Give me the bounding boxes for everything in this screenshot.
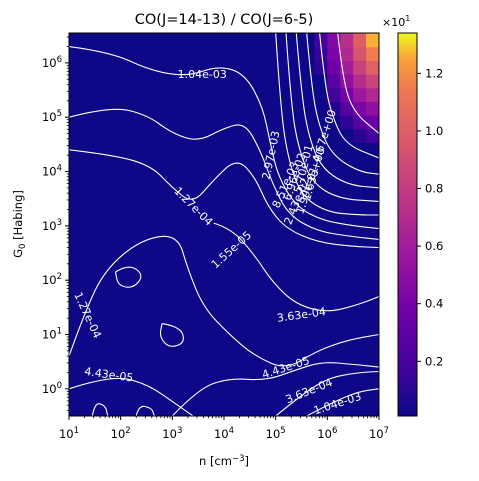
contour-label: 1.04e-03	[178, 68, 227, 81]
contour-line	[275, 370, 379, 416]
heatmap-cell	[353, 33, 367, 48]
heatmap-cells	[314, 33, 379, 144]
contour-line	[213, 222, 379, 312]
contour-line	[69, 46, 379, 230]
y-tick-label: 101	[42, 327, 62, 342]
heatmap-cell	[353, 115, 367, 130]
colorbar-tick-label: 0.4	[425, 297, 443, 311]
x-tick-label: 102	[111, 426, 131, 441]
chart-title: CO(J=14-13) / CO(J=6-5)	[135, 12, 313, 28]
contour-line	[69, 108, 379, 240]
y-tick-label: 100	[42, 381, 62, 396]
colorbar-tick-label: 1.2	[425, 66, 443, 80]
heatmap-cell	[353, 60, 367, 75]
x-tick-label: 104	[214, 426, 234, 441]
x-tick-label: 107	[369, 426, 389, 441]
colorbar-offset: ×101	[382, 14, 410, 29]
contour-line	[337, 33, 379, 134]
x-tick-label: 106	[317, 426, 337, 441]
contour-line	[295, 33, 379, 189]
heatmap-cell	[366, 46, 379, 61]
heatmap-cell	[366, 33, 379, 48]
heatmap-cell	[353, 128, 367, 144]
contour-line	[69, 149, 379, 249]
y-axis-label: G0 [Habing]	[11, 190, 28, 258]
colorbar-tick-label: 0.6	[425, 239, 443, 253]
heatmap-cell	[327, 33, 341, 48]
x-tick-label: 103	[162, 426, 182, 441]
colorbar-tick-label: 1.0	[425, 124, 443, 138]
heatmap-cell	[366, 87, 379, 102]
contour-line	[135, 405, 155, 416]
heatmap-cell	[327, 87, 341, 102]
heatmap-cell	[340, 87, 354, 102]
contour-line	[114, 266, 142, 288]
contour-line	[306, 388, 379, 416]
y-tick-label: 103	[42, 218, 62, 233]
heatmap-cell	[366, 128, 379, 144]
x-axis: 101 102 103 104 105 106 107	[59, 416, 389, 441]
heatmap-cell	[340, 115, 354, 130]
contour-line	[159, 323, 184, 347]
colorbar-ticks: 0.2 0.4 0.6 0.8 1.0 1.2	[417, 66, 443, 368]
heatmap-cell	[366, 101, 379, 116]
contour-line	[275, 33, 379, 216]
x-tick-label: 101	[59, 426, 79, 441]
heatmap-cell	[366, 60, 379, 75]
contour-line	[285, 33, 379, 202]
colorbar	[397, 32, 418, 417]
heatmap-cell	[327, 46, 341, 61]
heatmap-cell	[353, 101, 367, 116]
contour-line	[306, 33, 379, 175]
y-tick-label: 102	[42, 272, 62, 287]
heatmap-cell	[366, 74, 379, 89]
plot-area: 1.04e-034.67e+001.63e+005.70e-011.99e-01…	[69, 33, 379, 416]
contour-line	[69, 235, 379, 367]
y-tick-label: 106	[42, 55, 62, 70]
colorbar-tick-label: 0.2	[425, 354, 443, 368]
heatmap-cell	[314, 46, 328, 61]
heatmap-cell	[340, 74, 354, 89]
heatmap-cell	[327, 101, 341, 116]
y-axis: 100 101 102 103 104 105 106	[42, 36, 69, 411]
heatmap-cell	[314, 60, 328, 75]
heatmap-cell	[327, 74, 341, 89]
heatmap-cell	[353, 46, 367, 61]
y-tick-label: 104	[42, 164, 62, 179]
contour-line	[69, 377, 194, 416]
colorbar-tick-label: 0.8	[425, 182, 443, 196]
contour-line	[319, 33, 379, 159]
heatmap-cell	[366, 115, 379, 130]
heatmap-cell	[340, 33, 354, 48]
heatmap-cell	[353, 87, 367, 102]
contour-line	[171, 362, 379, 416]
x-axis-label: n [cm−3]	[199, 454, 249, 468]
heatmap-cell	[340, 60, 354, 75]
heatmap-cell	[353, 74, 367, 89]
contour-lines	[69, 33, 379, 416]
y-tick-label: 105	[42, 109, 62, 124]
heatmap-cell	[340, 46, 354, 61]
contour-line	[91, 403, 109, 416]
heatmap-cell	[340, 101, 354, 116]
heatmap-cell	[314, 33, 328, 48]
x-tick-label: 105	[266, 426, 286, 441]
heatmap-cell	[327, 60, 341, 75]
